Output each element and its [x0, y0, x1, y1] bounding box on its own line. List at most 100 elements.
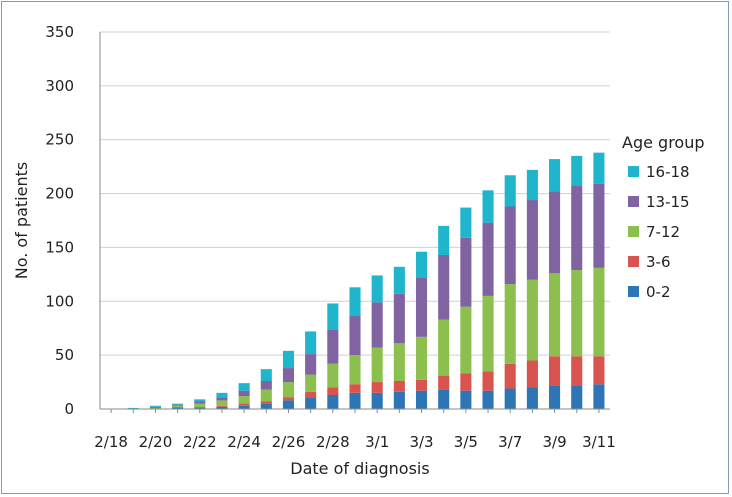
bar-segment	[504, 363, 516, 389]
bar-segment	[216, 392, 228, 398]
x-tick-label: 3/5	[454, 433, 478, 451]
bar-segment	[260, 389, 272, 402]
bar-segment	[282, 400, 295, 409]
bar-segment	[593, 152, 605, 184]
bar-segment	[526, 169, 538, 201]
y-tick-label: 150	[45, 238, 74, 256]
bar-segment	[327, 303, 339, 330]
axes	[99, 32, 610, 413]
bar-segment	[282, 350, 295, 369]
bar-segment	[393, 391, 405, 409]
bar-segment	[526, 360, 538, 388]
y-tick-label: 0	[64, 400, 74, 418]
bars	[127, 152, 605, 409]
bar-segment	[149, 406, 161, 408]
bar-segment	[260, 403, 272, 409]
bar-segment	[504, 206, 516, 285]
legend-label: 3-6	[646, 253, 671, 271]
x-tick-label: 3/1	[365, 433, 389, 451]
bar-segment	[415, 277, 428, 337]
bar-segment	[172, 406, 184, 408]
bar-segment	[438, 254, 450, 320]
bar-segment	[305, 397, 317, 409]
bar-segment	[482, 190, 494, 223]
bar-segment	[194, 403, 206, 407]
legend-label: 7-12	[646, 223, 680, 241]
bar-segment	[526, 279, 538, 361]
x-tick-label: 3/7	[498, 433, 522, 451]
bar-segment	[482, 390, 494, 409]
bar-segment	[593, 356, 605, 385]
bar-segment	[460, 207, 472, 238]
bar-segment	[415, 379, 428, 391]
x-tick-label: 3/11	[582, 433, 616, 451]
bar-segment	[349, 384, 361, 393]
bar-segment	[438, 225, 450, 255]
bar-segment	[482, 222, 494, 296]
bar-segment	[415, 336, 428, 380]
bar-segment	[438, 389, 450, 409]
bar-segment	[282, 397, 295, 401]
bar-segment	[260, 369, 272, 381]
bar-segment	[482, 371, 494, 391]
bar-segment	[549, 273, 561, 357]
bar-segment	[194, 407, 206, 409]
x-tick-label: 3/9	[542, 433, 566, 451]
legend: Age group 16-18 13-15 7-12 3-6 0-2	[622, 133, 705, 301]
bar-segment	[593, 384, 605, 409]
gridlines	[100, 31, 610, 356]
legend-label: 13-15	[646, 193, 690, 211]
bar-segment	[194, 406, 206, 408]
y-tick-label: 300	[45, 77, 74, 95]
x-tick-label: 2/20	[139, 433, 173, 451]
bar-segment	[438, 319, 450, 376]
bar-segment	[238, 396, 250, 404]
bar-segment	[216, 397, 228, 401]
bar-segment	[393, 293, 405, 344]
bar-segment	[549, 191, 561, 274]
bar-segment	[371, 302, 383, 348]
bar-segment	[327, 387, 339, 395]
bar-segment	[571, 385, 583, 409]
bar-segment	[282, 382, 295, 398]
legend-label: 0-2	[646, 283, 671, 301]
x-tick-label: 2/18	[94, 433, 128, 451]
bar-segment	[460, 306, 472, 374]
bar-segment	[571, 270, 583, 357]
y-tick-label: 200	[45, 185, 74, 203]
y-axis-label: No. of patients	[12, 162, 31, 279]
bar-segment	[460, 237, 472, 307]
x-tick-label: 2/28	[316, 433, 350, 451]
bar-segment	[305, 354, 317, 375]
bar-segment	[327, 394, 339, 409]
bar-segment	[149, 407, 161, 409]
bar-segment	[238, 390, 250, 397]
bar-segment	[504, 175, 516, 207]
bar-segment	[216, 400, 228, 406]
bar-segment	[415, 251, 428, 278]
bar-segment	[460, 390, 472, 409]
bar-segment	[371, 392, 383, 409]
bar-segment	[526, 200, 538, 280]
bar-segment	[305, 374, 317, 392]
bar-segment	[349, 392, 361, 409]
legend-swatch	[628, 286, 639, 297]
bar-segment	[194, 401, 206, 404]
bar-segment	[172, 403, 184, 405]
bar-segment	[393, 380, 405, 392]
bar-segment	[172, 407, 184, 409]
bar-segment	[172, 404, 184, 406]
x-axis-label: Date of diagnosis	[290, 459, 429, 478]
legend-swatch	[628, 196, 639, 207]
bar-segment	[371, 382, 383, 393]
bar-segment	[593, 267, 605, 357]
legend-title: Age group	[622, 133, 705, 152]
bar-segment	[549, 385, 561, 409]
bar-segment	[282, 368, 295, 383]
bar-segment	[216, 405, 228, 407]
bar-segment	[549, 356, 561, 386]
bar-segment	[371, 347, 383, 383]
bar-segment	[571, 155, 583, 187]
x-tick-label: 2/26	[272, 433, 306, 451]
